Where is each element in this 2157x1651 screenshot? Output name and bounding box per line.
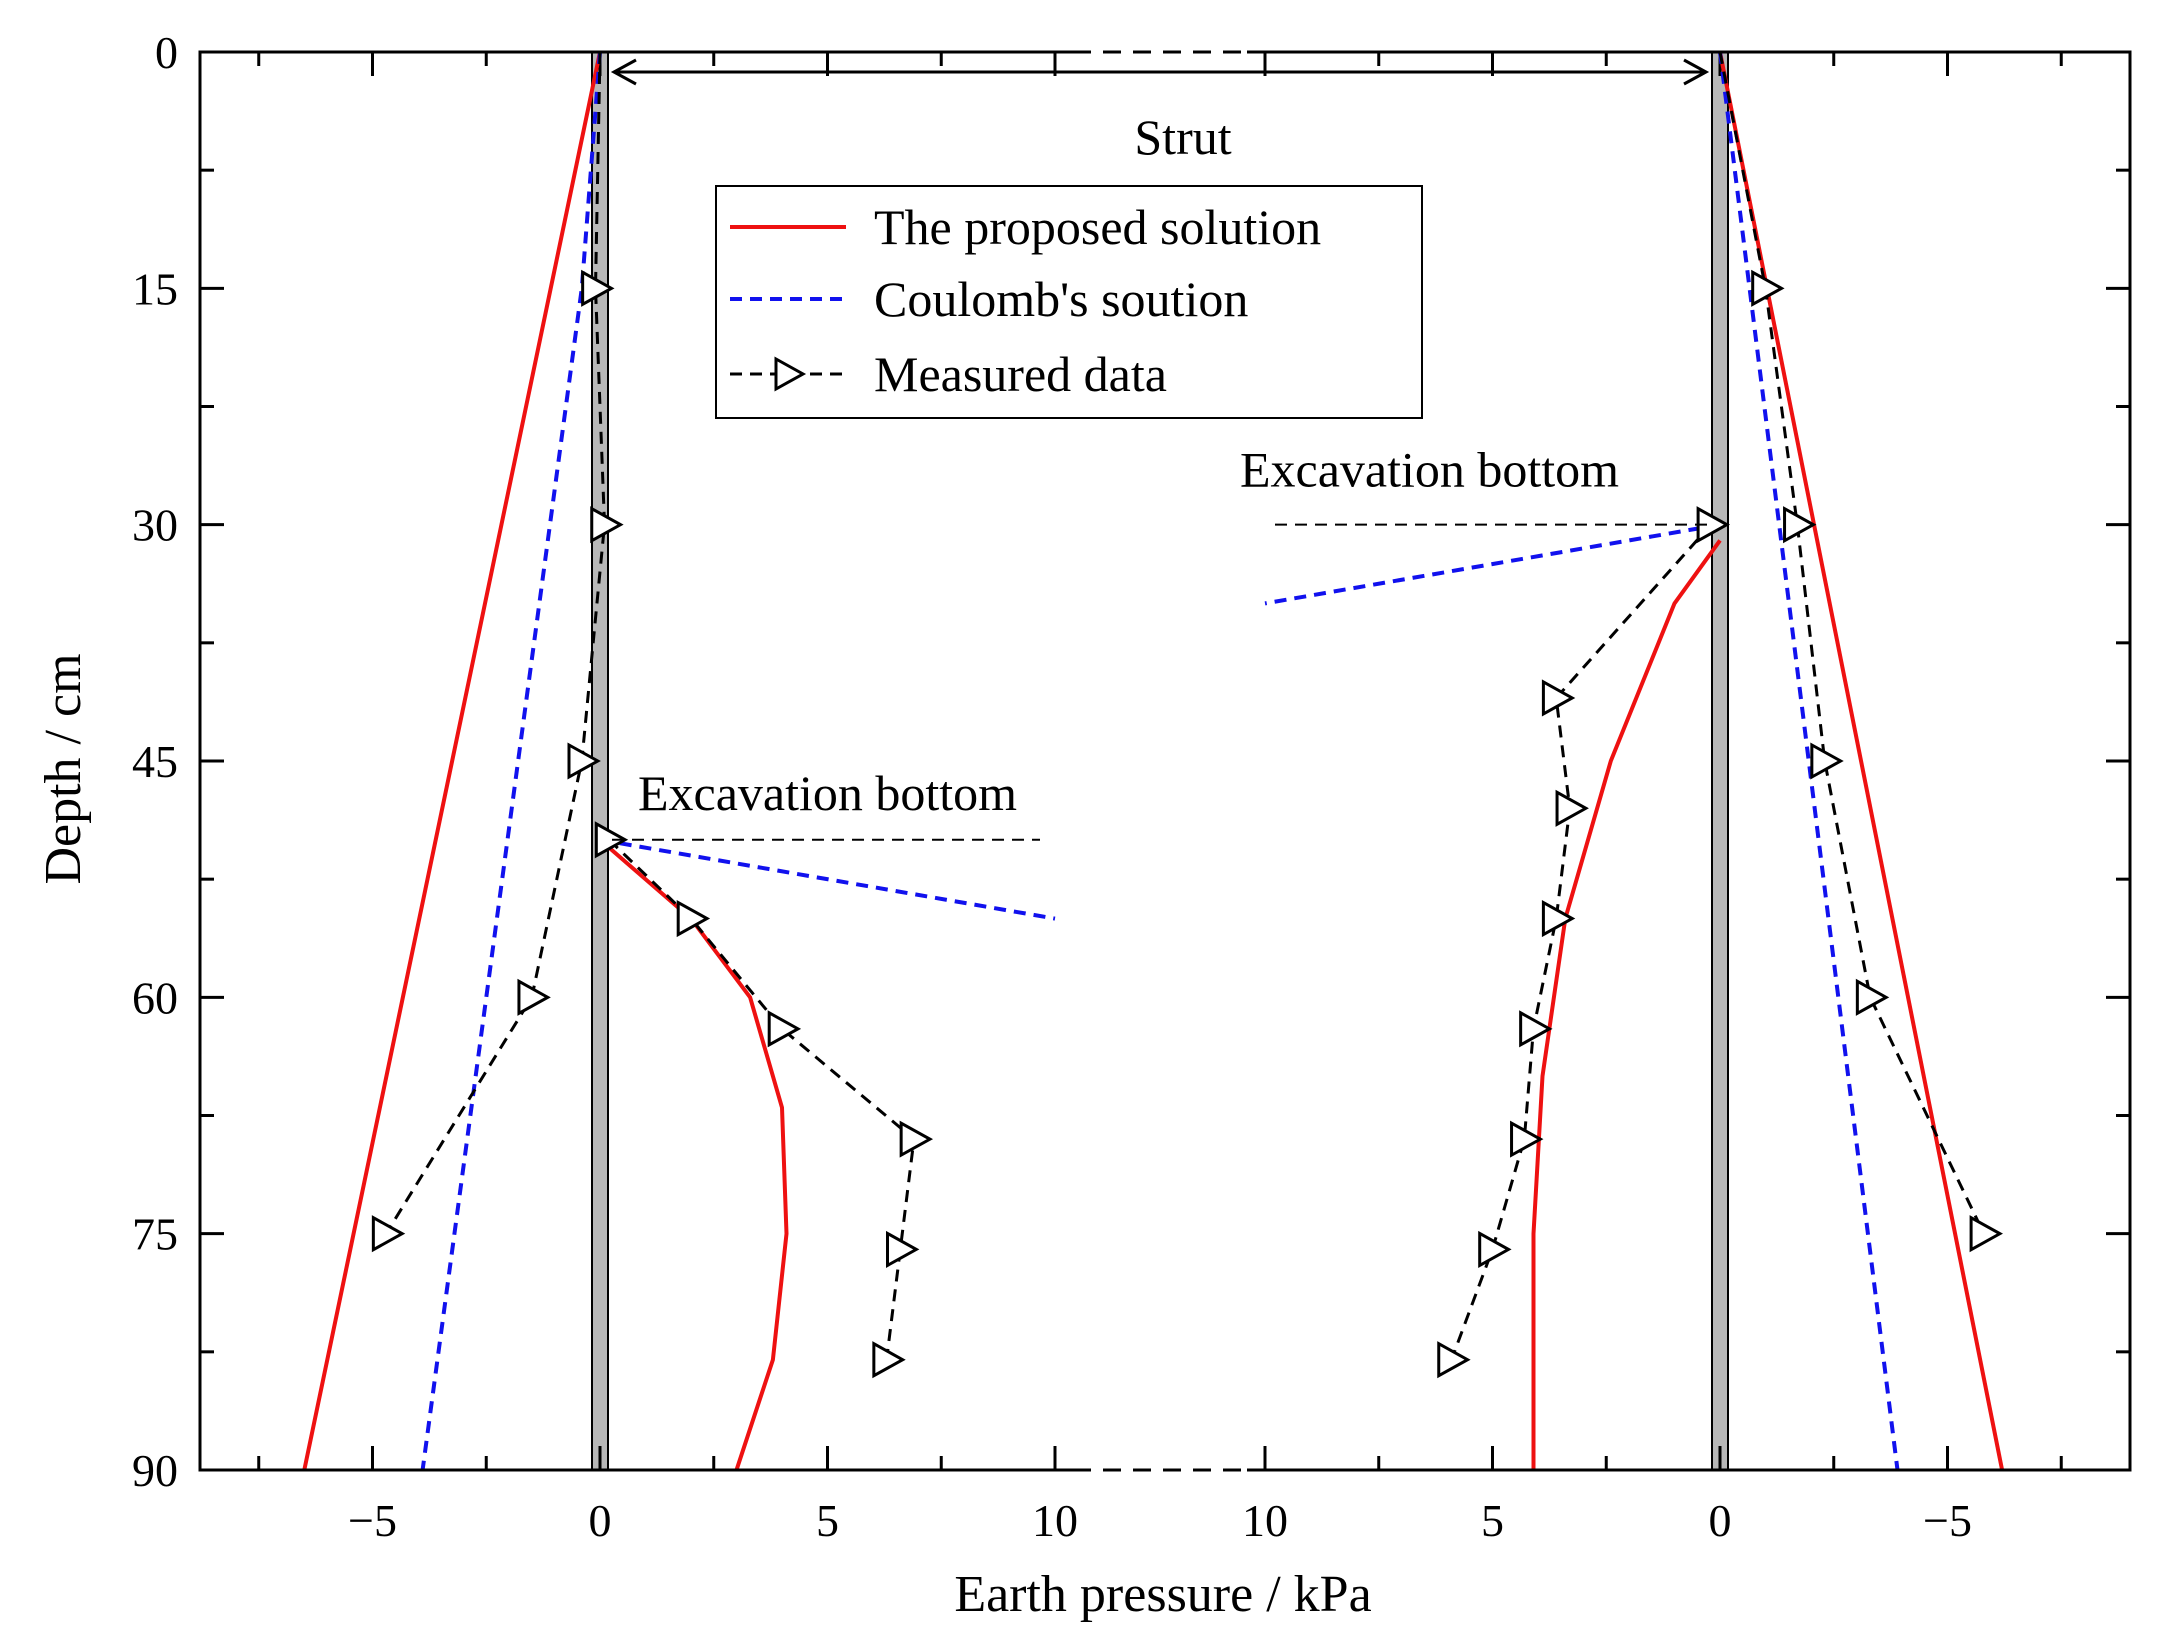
measured-point-right — [1751, 269, 1785, 307]
legend-label-proposed: The proposed solution — [874, 199, 1321, 255]
x-tick-label-left: −5 — [348, 1495, 397, 1546]
proposed-line-left-outer — [302, 51, 602, 1471]
measured-point-left — [886, 1230, 920, 1268]
legend-box — [715, 185, 1423, 419]
legend-marker-measured — [774, 356, 807, 392]
strut-arrowhead-left — [610, 58, 637, 86]
x-tick-label-left: 5 — [816, 1495, 839, 1546]
y-tick-label: 30 — [132, 500, 178, 551]
proposed-line-right-outer — [1718, 51, 2005, 1471]
measured-point-left — [899, 1120, 934, 1158]
measured-point-right — [1855, 978, 1890, 1016]
measured-point-right — [1555, 789, 1589, 827]
y-tick-label: 0 — [155, 27, 178, 78]
excavation-annotations: Excavation bottom Excavation bottom — [612, 442, 1708, 841]
measured-point-right — [1969, 1215, 2003, 1253]
measured-point-right — [1437, 1341, 1471, 1379]
legend-label-measured: Measured data — [874, 346, 1167, 402]
measured-point-left — [767, 1010, 802, 1048]
strut-label: Strut — [1134, 109, 1231, 165]
measured-line-right-inner — [1450, 523, 1713, 1361]
legend: The proposed solution Coulomb's soution … — [715, 185, 1423, 419]
x-tick-label-right: 5 — [1481, 1495, 1504, 1546]
measured-point-right — [1510, 1120, 1544, 1158]
y-tick-label: 75 — [132, 1209, 178, 1260]
y-tick-label: 90 — [132, 1445, 178, 1496]
measured-point-left — [567, 742, 601, 780]
measured-point-left — [581, 269, 615, 307]
proposed-line-right-inner — [1531, 539, 1722, 1470]
excavation-label-left: Excavation bottom — [638, 765, 1017, 821]
coulomb-line-right-outer — [1718, 51, 1900, 1471]
coulomb-line-right-inner — [1264, 522, 1721, 606]
measured-point-left — [594, 821, 629, 859]
x-tick-label-right: 0 — [1709, 1495, 1732, 1546]
y-axis-title: Depth / cm — [35, 653, 92, 884]
measured-point-left — [872, 1341, 906, 1379]
measured-point-left — [371, 1215, 406, 1253]
strut-annotation: Strut — [610, 58, 1710, 165]
measured-point-right — [1519, 1010, 1553, 1048]
retaining-wall-right — [1711, 51, 1729, 1471]
legend-label-coulomb: Coulomb's soution — [874, 271, 1248, 327]
excavation-label-right: Excavation bottom — [1240, 442, 1619, 498]
measured-point-right — [1783, 506, 1817, 544]
measured-point-right — [1541, 679, 1576, 717]
x-tick-label-left: 0 — [589, 1495, 612, 1546]
measured-line-left-outer — [384, 51, 606, 1235]
measured-point-left — [590, 506, 624, 544]
measured-line-left-inner — [608, 838, 916, 1360]
measured-line-right-outer — [1718, 51, 1986, 1235]
x-axis-title: Earth pressure / kPa — [954, 1566, 1371, 1623]
strut-arrowhead-right — [1683, 58, 1710, 86]
coulomb-line-left-inner — [599, 837, 1056, 921]
measured-point-right — [1541, 900, 1576, 938]
measured-point-right — [1478, 1230, 1512, 1268]
proposed-line-left-inner — [598, 838, 789, 1471]
x-tick-label-left: 10 — [1032, 1495, 1078, 1546]
y-tick-label: 15 — [132, 263, 178, 314]
x-tick-label-right: −5 — [1923, 1495, 1972, 1546]
axis-ticks: 0 15 30 45 60 75 90 −5 0 5 10 10 5 0 −5 — [132, 27, 2130, 1546]
series-layer — [302, 51, 2005, 1471]
measured-point-left — [676, 900, 711, 938]
measured-point-right — [1810, 742, 1844, 780]
x-tick-label-right: 10 — [1242, 1495, 1288, 1546]
measured-point-left — [517, 978, 551, 1016]
y-tick-label: 60 — [132, 972, 178, 1023]
coulomb-line-left-outer — [420, 51, 602, 1471]
y-tick-label: 45 — [132, 736, 178, 787]
